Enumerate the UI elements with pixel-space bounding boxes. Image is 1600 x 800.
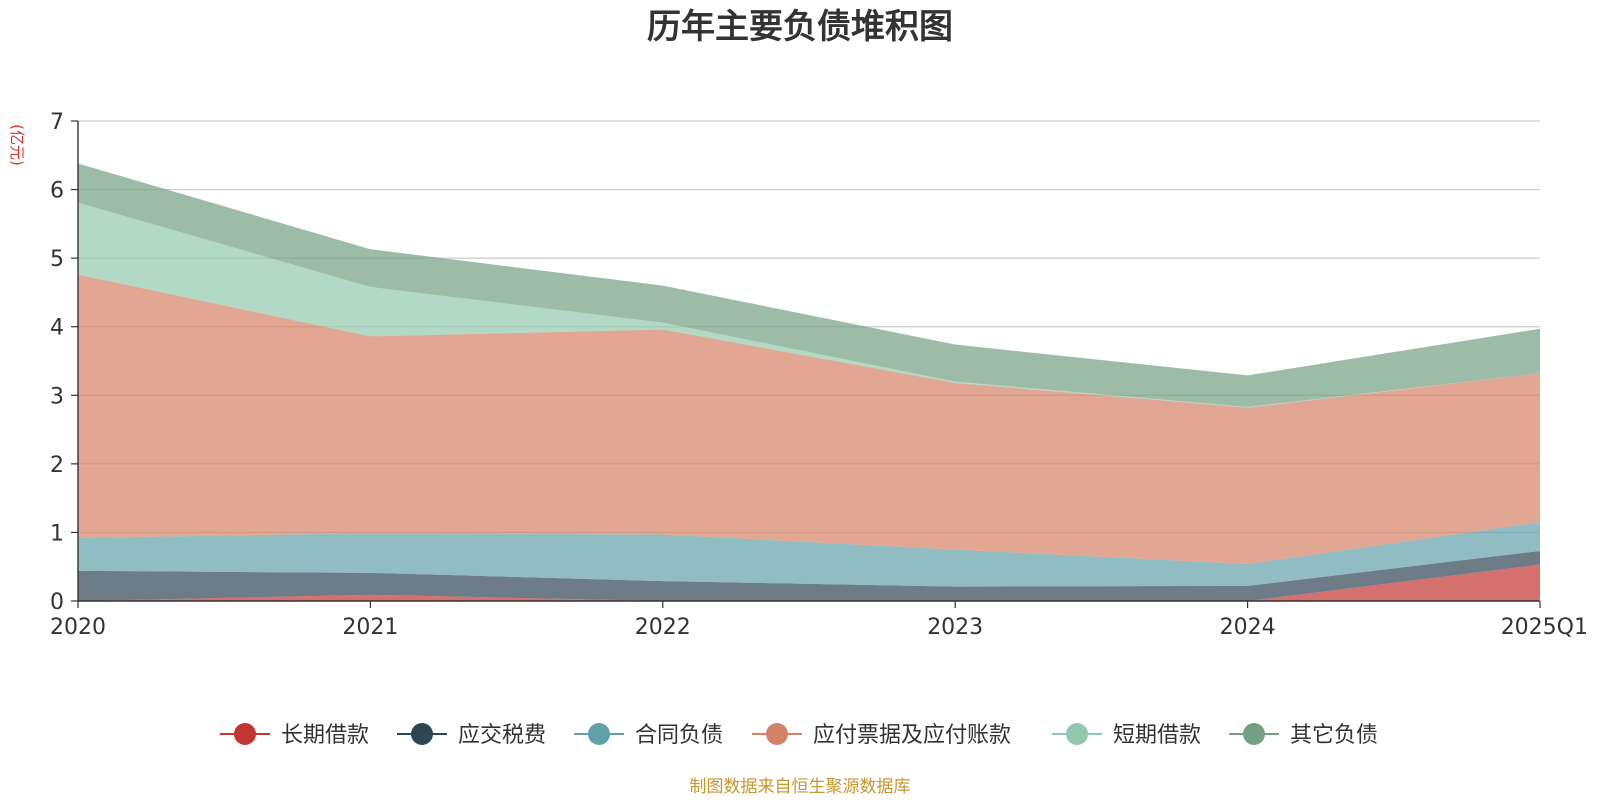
legend-label: 合同负债 bbox=[635, 723, 723, 748]
axes: 0 1 2 3 4 5 6 7 2020 2021 2022 2023 2024 2025Q1 bbox=[50, 110, 1588, 640]
x-tick-label: 2020 bbox=[50, 615, 106, 640]
legend-label: 其它负债 bbox=[1290, 723, 1378, 748]
y-tick-label: 0 bbox=[50, 590, 64, 615]
chart-title: 历年主要负债堆积图 bbox=[647, 7, 953, 47]
legend-marker bbox=[411, 723, 433, 745]
area-3[interactable] bbox=[78, 522, 1540, 587]
area-5[interactable] bbox=[78, 202, 1540, 408]
legend-item[interactable]: 长期借款 bbox=[220, 723, 369, 748]
area-1[interactable] bbox=[78, 564, 1540, 601]
legend[interactable]: 长期借款 应交税费 合同负债 应付票据及应付账款 短期借款 其它负债 bbox=[220, 723, 1378, 748]
legend-item[interactable]: 合同负债 bbox=[574, 723, 723, 748]
legend-label: 长期借款 bbox=[281, 723, 369, 748]
area-series bbox=[78, 163, 1540, 601]
legend-item[interactable]: 应交税费 bbox=[397, 723, 546, 748]
y-tick-label: 5 bbox=[50, 247, 64, 272]
x-tick-label: 2022 bbox=[635, 615, 691, 640]
y-tick-label: 6 bbox=[50, 179, 64, 204]
y-tick-label: 3 bbox=[50, 384, 64, 409]
legend-item[interactable]: 应付票据及应付账款 bbox=[752, 723, 1011, 748]
x-tick-label: 2023 bbox=[927, 615, 983, 640]
legend-marker bbox=[234, 723, 256, 745]
y-tick-label: 2 bbox=[50, 453, 64, 478]
legend-marker bbox=[1066, 723, 1088, 745]
legend-label: 应交税费 bbox=[458, 723, 546, 748]
area-4[interactable] bbox=[78, 274, 1540, 564]
legend-marker bbox=[588, 723, 610, 745]
area-6[interactable] bbox=[78, 163, 1540, 407]
legend-label: 短期借款 bbox=[1113, 723, 1201, 748]
y-tick-label: 1 bbox=[50, 521, 64, 546]
legend-item[interactable]: 其它负债 bbox=[1229, 723, 1378, 748]
legend-marker bbox=[1243, 723, 1265, 745]
x-tick-label: 2025Q1 bbox=[1501, 615, 1588, 640]
legend-item[interactable]: 短期借款 bbox=[1052, 723, 1201, 748]
legend-label: 应付票据及应付账款 bbox=[813, 723, 1011, 748]
y-axis-unit: (亿元) bbox=[8, 124, 26, 166]
y-tick-label: 4 bbox=[50, 316, 64, 341]
y-tick-label: 7 bbox=[50, 110, 64, 135]
x-tick-label: 2024 bbox=[1220, 615, 1276, 640]
data-source-note: 制图数据来自恒生聚源数据库 bbox=[690, 777, 911, 797]
area-2[interactable] bbox=[78, 550, 1540, 601]
x-tick-label: 2021 bbox=[342, 615, 398, 640]
legend-marker bbox=[766, 723, 788, 745]
